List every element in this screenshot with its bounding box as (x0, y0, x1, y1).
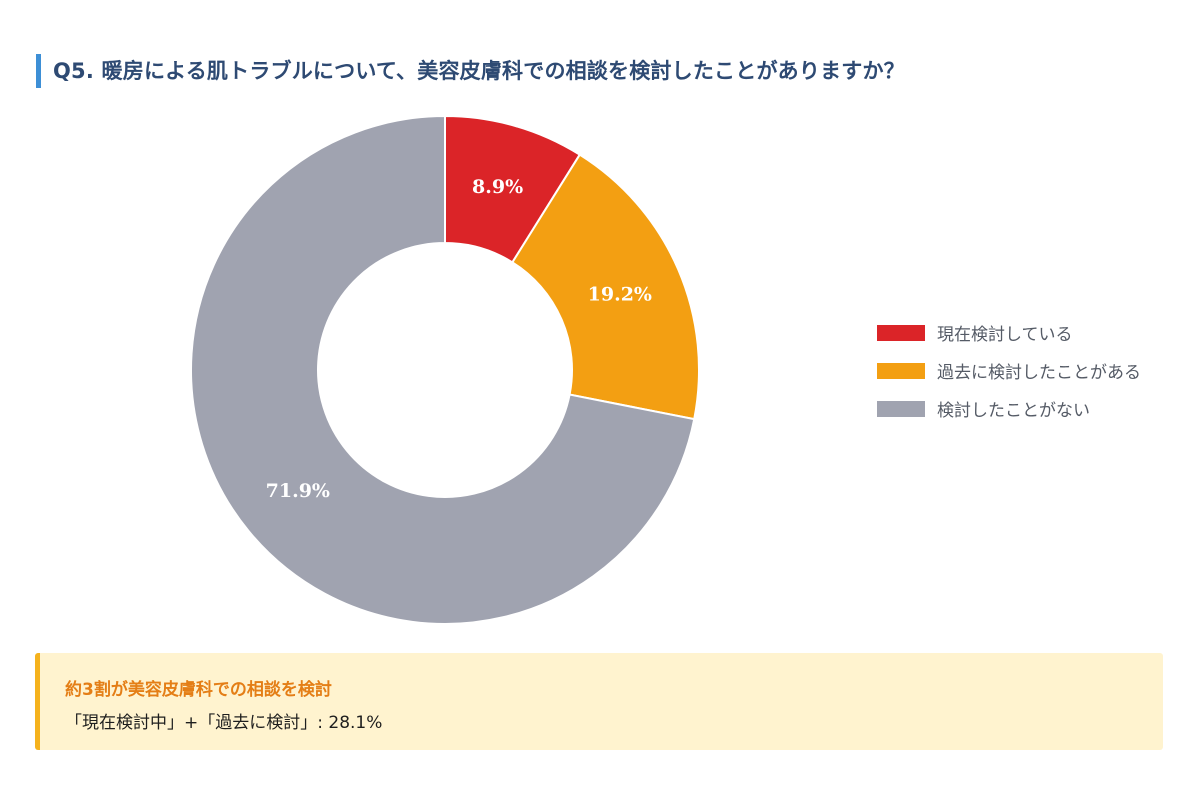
title-accent-bar (36, 54, 41, 88)
donut-slice-never (190, 114, 696, 625)
legend-swatch-current (877, 324, 925, 341)
slice-label-past: 19.2% (588, 283, 652, 305)
legend-swatch-past (877, 362, 925, 379)
legend-label-never: 検討したことがない (937, 401, 1090, 421)
callout-text: 「現在検討中」+「過去に検討」: 28.1% (65, 713, 383, 733)
legend-label-past: 過去に検討したことがある (937, 363, 1141, 383)
legend-item-current: 現在検討している (877, 320, 1141, 345)
donut-chart: 8.9% 19.2% 71.9% (190, 114, 700, 625)
donut-slice-past (510, 153, 700, 421)
slice-label-current: 8.9% (472, 176, 523, 198)
legend-item-never: 検討したことがない (877, 396, 1141, 421)
legend-swatch-never (877, 400, 925, 417)
chart-legend: 現在検討している 過去に検討したことがある 検討したことがない (877, 320, 1141, 434)
summary-callout: 約3割が美容皮膚科での相談を検討 「現在検討中」+「過去に検討」: 28.1% (35, 653, 1163, 750)
chart-title: Q5. 暖房による肌トラブルについて、美容皮膚科での相談を検討したことがあります… (53, 59, 905, 83)
callout-heading: 約3割が美容皮膚科での相談を検討 (65, 680, 332, 700)
slice-label-never: 71.9% (266, 480, 330, 502)
legend-item-past: 過去に検討したことがある (877, 358, 1141, 383)
legend-label-current: 現在検討している (937, 325, 1073, 345)
